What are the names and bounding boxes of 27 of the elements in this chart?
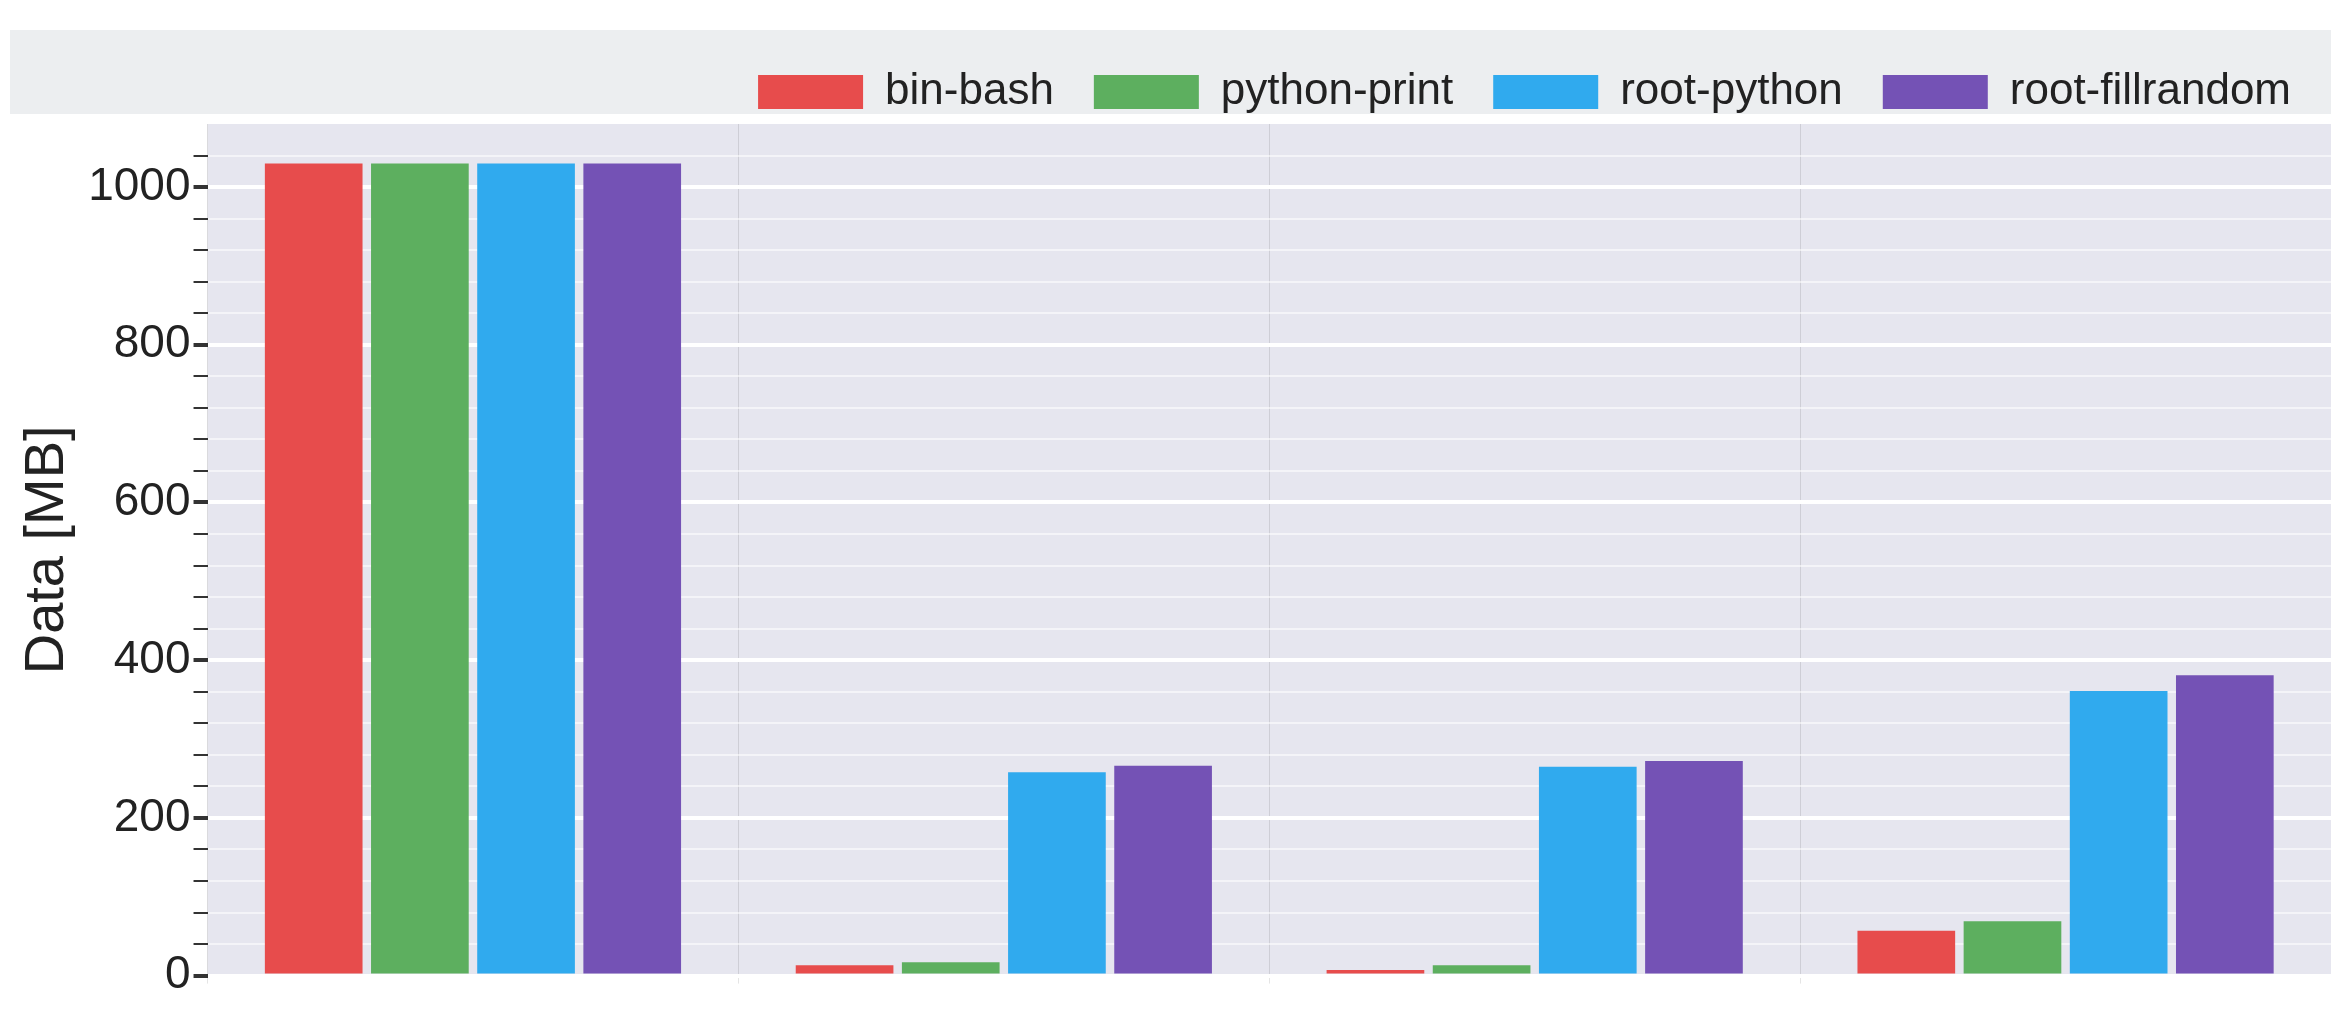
bar [477, 163, 575, 974]
bar [1008, 772, 1106, 974]
legend-label: bin-bash [885, 64, 1054, 114]
bar [2175, 675, 2274, 974]
legend-label: python-print [1220, 64, 1454, 114]
legend-label: root-fillrandom [2009, 64, 2292, 114]
y-tick-label: 200 [113, 788, 191, 841]
bar [1645, 761, 1743, 974]
bar [1326, 970, 1425, 974]
y-tick-label: 0 [164, 946, 191, 999]
y-tick-label: 400 [113, 630, 191, 683]
bar [1538, 766, 1637, 974]
y-tick-label: 600 [113, 473, 191, 526]
bar [264, 163, 363, 974]
legend-label: root-python [1620, 64, 1843, 114]
bar [901, 962, 1000, 974]
bar [1114, 765, 1212, 974]
bar [1857, 930, 1956, 974]
y-axis-title: Data [MB] [12, 425, 76, 675]
bar [1963, 921, 2062, 974]
bar [795, 965, 894, 974]
y-tick-label: 800 [113, 315, 191, 368]
bar [371, 163, 469, 974]
bar [1432, 965, 1531, 974]
bar [2069, 690, 2168, 974]
bar [583, 163, 682, 974]
y-tick-label: 1000 [88, 157, 191, 210]
